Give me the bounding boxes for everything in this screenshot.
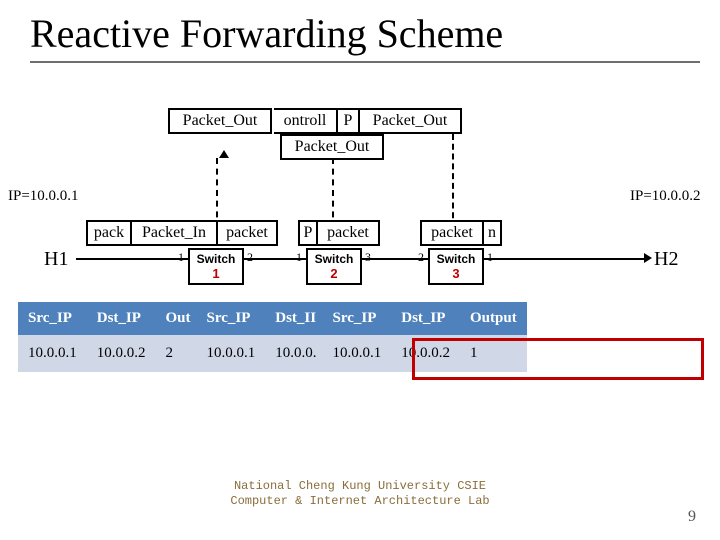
packet-box-1b: packet xyxy=(218,220,278,246)
cell-dst: 10.0.0. xyxy=(265,335,326,372)
footer-line-2: Computer & Internet Architecture Lab xyxy=(0,494,720,508)
page-number: 9 xyxy=(688,508,696,526)
switch-label: Switch xyxy=(430,250,482,266)
cell-src: 10.0.0.1 xyxy=(323,335,392,372)
flow-table-1: Src_IP Dst_IP Out 10.0.0.1 10.0.0.2 2 xyxy=(18,302,201,372)
page-title: Reactive Forwarding Scheme xyxy=(0,0,720,61)
table-row: 10.0.0.1 10.0.0.2 2 xyxy=(18,335,201,372)
controller-fragment: ontroll xyxy=(274,108,336,134)
ip-left: IP=10.0.0.1 xyxy=(8,188,79,205)
switch-1: Switch 1 xyxy=(188,248,244,285)
th-dst: Dst_II xyxy=(265,302,326,335)
th-dst: Dst_IP xyxy=(87,302,156,335)
table-row: 10.0.0.1 10.0.0.2 1 xyxy=(323,335,527,372)
table-row: 10.0.0.1 10.0.0. xyxy=(197,335,327,372)
th-src: Src_IP xyxy=(323,302,392,335)
dash-link-3 xyxy=(452,134,454,228)
packet-n-3: n xyxy=(484,220,502,246)
packet-out-box-mid: Packet_Out xyxy=(280,134,384,160)
cell-out: 1 xyxy=(460,335,527,372)
footer: National Cheng Kung University CSIE Comp… xyxy=(0,479,720,508)
packet-P-fragment: P xyxy=(336,108,358,134)
port-s3-left: 2 xyxy=(418,250,424,265)
port-s3-right: 1 xyxy=(487,250,493,265)
arrow-up-1 xyxy=(219,150,229,158)
packet-out-box-left: Packet_Out xyxy=(168,108,272,134)
port-s1-right: 2 xyxy=(247,250,253,265)
th-out: Out xyxy=(156,302,201,335)
th-dst: Dst_IP xyxy=(391,302,460,335)
th-src: Src_IP xyxy=(197,302,266,335)
footer-line-1: National Cheng Kung University CSIE xyxy=(0,479,720,493)
switch-num-2: 2 xyxy=(308,266,360,283)
packet-frag-1: pack xyxy=(86,220,130,246)
switch-3: Switch 3 xyxy=(428,248,484,285)
flow-tables: Src_IP Dst_IP Out 10.0.0.1 10.0.0.2 2 Sr… xyxy=(18,302,702,372)
title-underline xyxy=(30,61,700,63)
host-1: H1 xyxy=(44,248,68,271)
host-2: H2 xyxy=(654,248,678,271)
packet-P-2: P xyxy=(298,220,316,246)
switch-label: Switch xyxy=(308,250,360,266)
dash-link-2 xyxy=(332,158,334,228)
cell-dst: 10.0.0.2 xyxy=(87,335,156,372)
dash-link-1 xyxy=(216,158,218,228)
switch-label: Switch xyxy=(190,250,242,266)
port-s1-left: 1 xyxy=(178,250,184,265)
switch-2: Switch 2 xyxy=(306,248,362,285)
cell-src: 10.0.0.1 xyxy=(197,335,266,372)
packet-box-3: packet xyxy=(420,220,484,246)
port-s2-left: 1 xyxy=(296,250,302,265)
port-s2-right: 3 xyxy=(365,250,371,265)
cell-dst: 10.0.0.2 xyxy=(391,335,460,372)
th-out: Output xyxy=(460,302,527,335)
th-src: Src_IP xyxy=(18,302,87,335)
switch-num-3: 3 xyxy=(430,266,482,283)
packet-box-2: packet xyxy=(316,220,380,246)
flow-table-2: Src_IP Dst_II 10.0.0.1 10.0.0. xyxy=(197,302,327,372)
packet-in-box: Packet_In xyxy=(130,220,218,246)
cell-src: 10.0.0.1 xyxy=(18,335,87,372)
flow-table-3: Src_IP Dst_IP Output 10.0.0.1 10.0.0.2 1 xyxy=(323,302,527,372)
arrow-to-h2 xyxy=(644,253,652,263)
switch-num-1: 1 xyxy=(190,266,242,283)
packet-out-box-right: Packet_Out xyxy=(358,108,462,134)
cell-out: 2 xyxy=(156,335,201,372)
ip-right: IP=10.0.0.2 xyxy=(630,188,701,205)
link-line xyxy=(76,258,648,260)
